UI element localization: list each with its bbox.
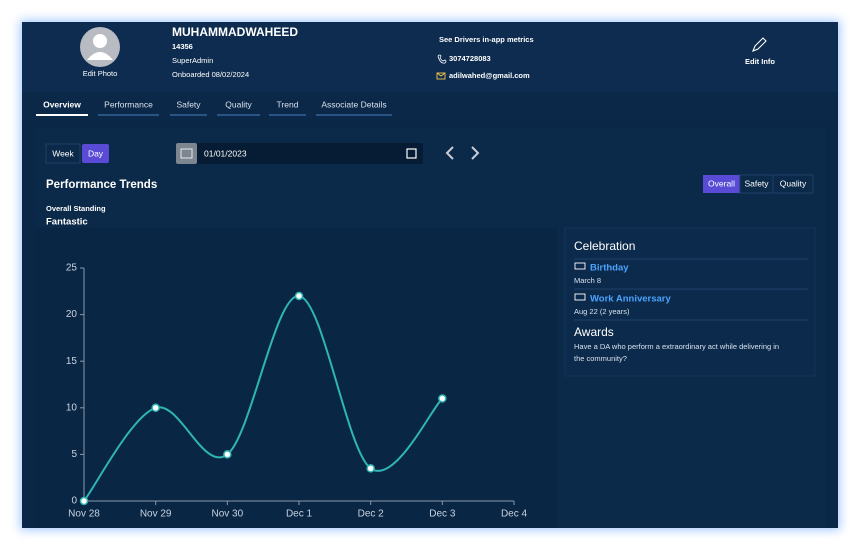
point: [366, 464, 375, 473]
email-icon: [436, 72, 446, 80]
edit-photo[interactable]: Edit Photo: [83, 69, 118, 78]
filter-label[interactable]: Overall: [708, 178, 735, 188]
day-label[interactable]: Day: [88, 148, 104, 158]
pencil-icon[interactable]: [752, 37, 767, 52]
filter-label[interactable]: Quality: [780, 178, 807, 188]
standing-value: Fantastic: [46, 217, 88, 228]
y-tick-label: 20: [66, 309, 78, 320]
awards-text: Have a DA who perform a extraordinary ac…: [574, 342, 779, 351]
x-tick-label: Dec 4: [501, 509, 528, 520]
profile-role: SuperAdmin: [172, 56, 213, 65]
anniversary[interactable]: Work Anniversary: [590, 294, 671, 305]
edit-info[interactable]: Edit Info: [745, 57, 775, 66]
calendar-icon: [180, 148, 193, 159]
point: [223, 450, 232, 459]
chart: 0 5 10 15 20 25 Nov 28 Nov 29 Nov 30 Dec 1 Dec 2 De…: [66, 263, 528, 520]
next-arrow[interactable]: [471, 146, 480, 160]
cake-icon: [574, 293, 586, 301]
x-tick-label: Nov 28: [68, 509, 100, 520]
x-tick-label: Dec 3: [429, 509, 456, 520]
tab[interactable]: Safety: [176, 99, 201, 109]
x-tick-label: Dec 1: [286, 509, 313, 520]
profile-name: MUHAMMADWAHEED: [172, 25, 298, 39]
awards-title: Awards: [574, 325, 614, 339]
y-tick-label: 0: [71, 496, 77, 507]
tab[interactable]: Associate Details: [321, 99, 386, 109]
avatar-body: [87, 52, 113, 60]
email-icon-flap: [436, 72, 446, 77]
point: [79, 496, 89, 506]
cake-icon: [574, 262, 586, 270]
email: adilwahed@gmail.com: [449, 71, 530, 80]
profile-id: 14356: [172, 42, 193, 51]
tab[interactable]: Overview: [43, 99, 81, 109]
filter-button[interactable]: [703, 175, 740, 193]
standing-label: Overall Standing: [46, 204, 106, 213]
y-tick-label: 10: [66, 402, 78, 413]
day-button[interactable]: [82, 144, 109, 163]
y-tick-label: 25: [66, 263, 78, 274]
point: [294, 291, 304, 301]
chart-panel: [36, 228, 558, 528]
metrics-link[interactable]: See Drivers in-app metrics: [439, 35, 534, 44]
celebration-title: Celebration: [574, 239, 635, 253]
avatar-head: [93, 34, 107, 48]
awards-text: the community?: [574, 354, 627, 363]
tab[interactable]: Performance: [104, 99, 153, 109]
side-panel: [564, 227, 816, 377]
tabs: Overview Performance Safety Quality Trend Ass…: [36, 99, 392, 116]
x-tick-label: Nov 30: [211, 509, 243, 520]
birthday[interactable]: Birthday: [590, 263, 629, 274]
phone: 3074728083: [449, 54, 491, 63]
calendar-button[interactable]: [176, 143, 197, 164]
anniversary-date: Aug 22 (2 years): [574, 307, 630, 316]
x-tick-label: Nov 29: [140, 509, 172, 520]
tab[interactable]: Quality: [225, 99, 252, 109]
profile-onboarded: Onboarded 08/02/2024: [172, 70, 249, 79]
header: [22, 22, 838, 92]
phone-icon: [437, 54, 447, 64]
date-value[interactable]: 01/01/2023: [204, 148, 247, 158]
x-tick-label: Dec 2: [358, 509, 385, 520]
filters: Overall Safety Quality: [703, 174, 814, 194]
y-tick-label: 15: [66, 356, 78, 367]
filter-label[interactable]: Safety: [744, 178, 769, 188]
birthday-date: March 8: [574, 276, 601, 285]
filter-button[interactable]: [772, 174, 814, 194]
date-picker-icon[interactable]: [406, 148, 417, 159]
date-input[interactable]: [176, 143, 423, 164]
prev-arrow[interactable]: [445, 146, 454, 160]
section-title: Performance Trends: [46, 179, 157, 191]
point: [151, 403, 160, 413]
tab-bar: [22, 92, 838, 122]
week-label[interactable]: Week: [52, 148, 74, 158]
point: [438, 394, 447, 403]
y-tick-label: 5: [71, 449, 77, 460]
week-button[interactable]: [45, 143, 81, 164]
tab[interactable]: Trend: [277, 99, 299, 109]
